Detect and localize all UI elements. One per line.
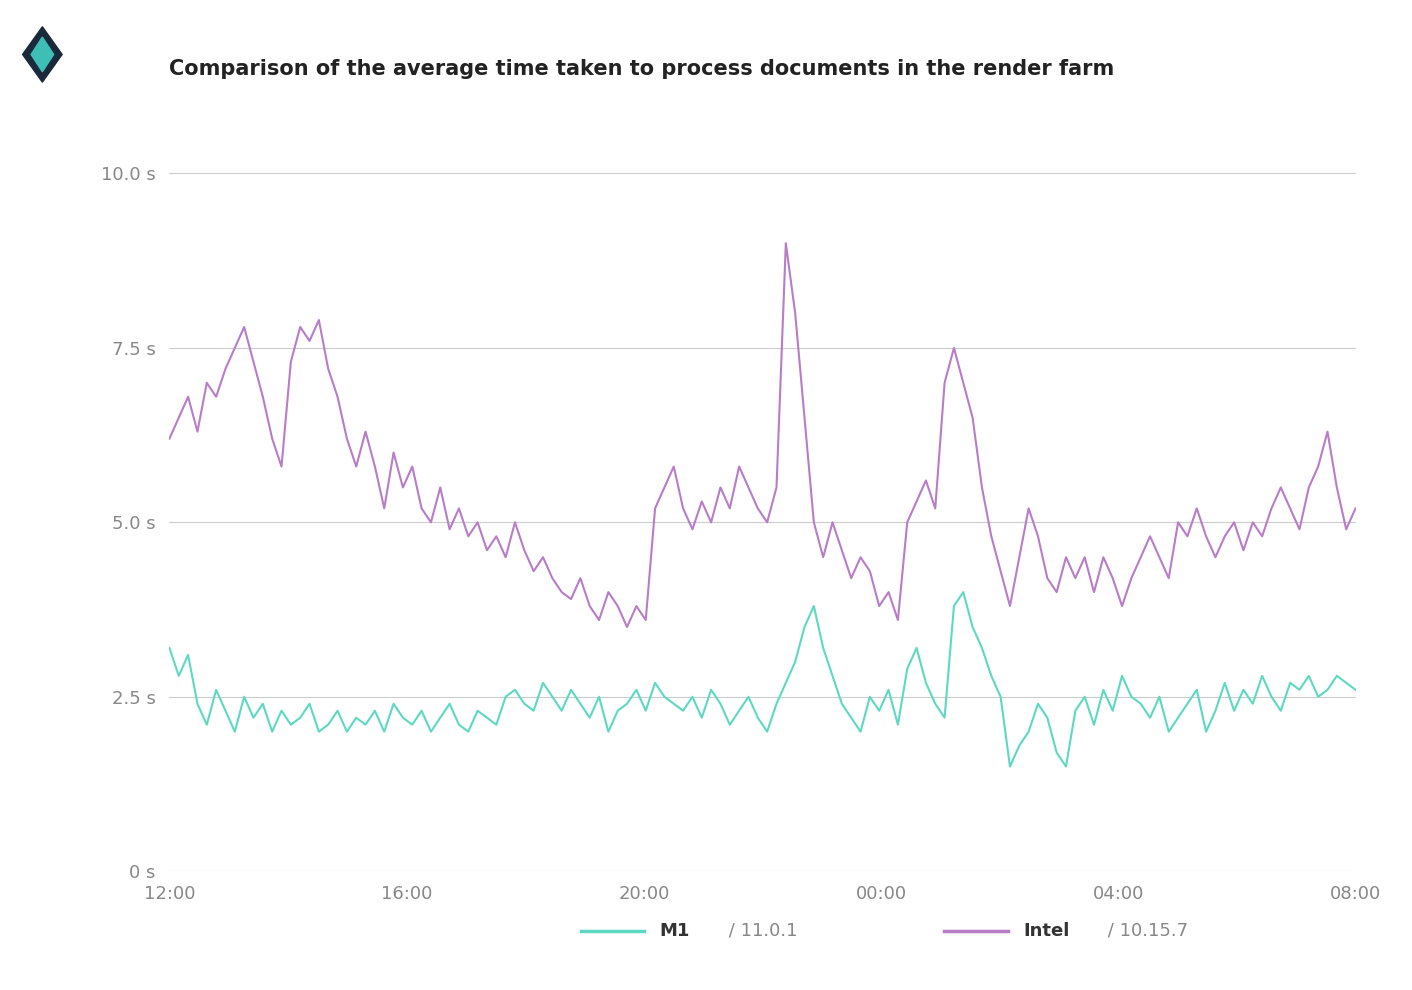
Polygon shape <box>31 37 54 72</box>
Text: / 10.15.7: / 10.15.7 <box>1103 922 1189 940</box>
Polygon shape <box>23 27 62 82</box>
Text: M1: M1 <box>659 922 690 940</box>
Text: Intel: Intel <box>1024 922 1070 940</box>
Text: / 11.0.1: / 11.0.1 <box>723 922 798 940</box>
Text: Comparison of the average time taken to process documents in the render farm: Comparison of the average time taken to … <box>169 59 1114 79</box>
